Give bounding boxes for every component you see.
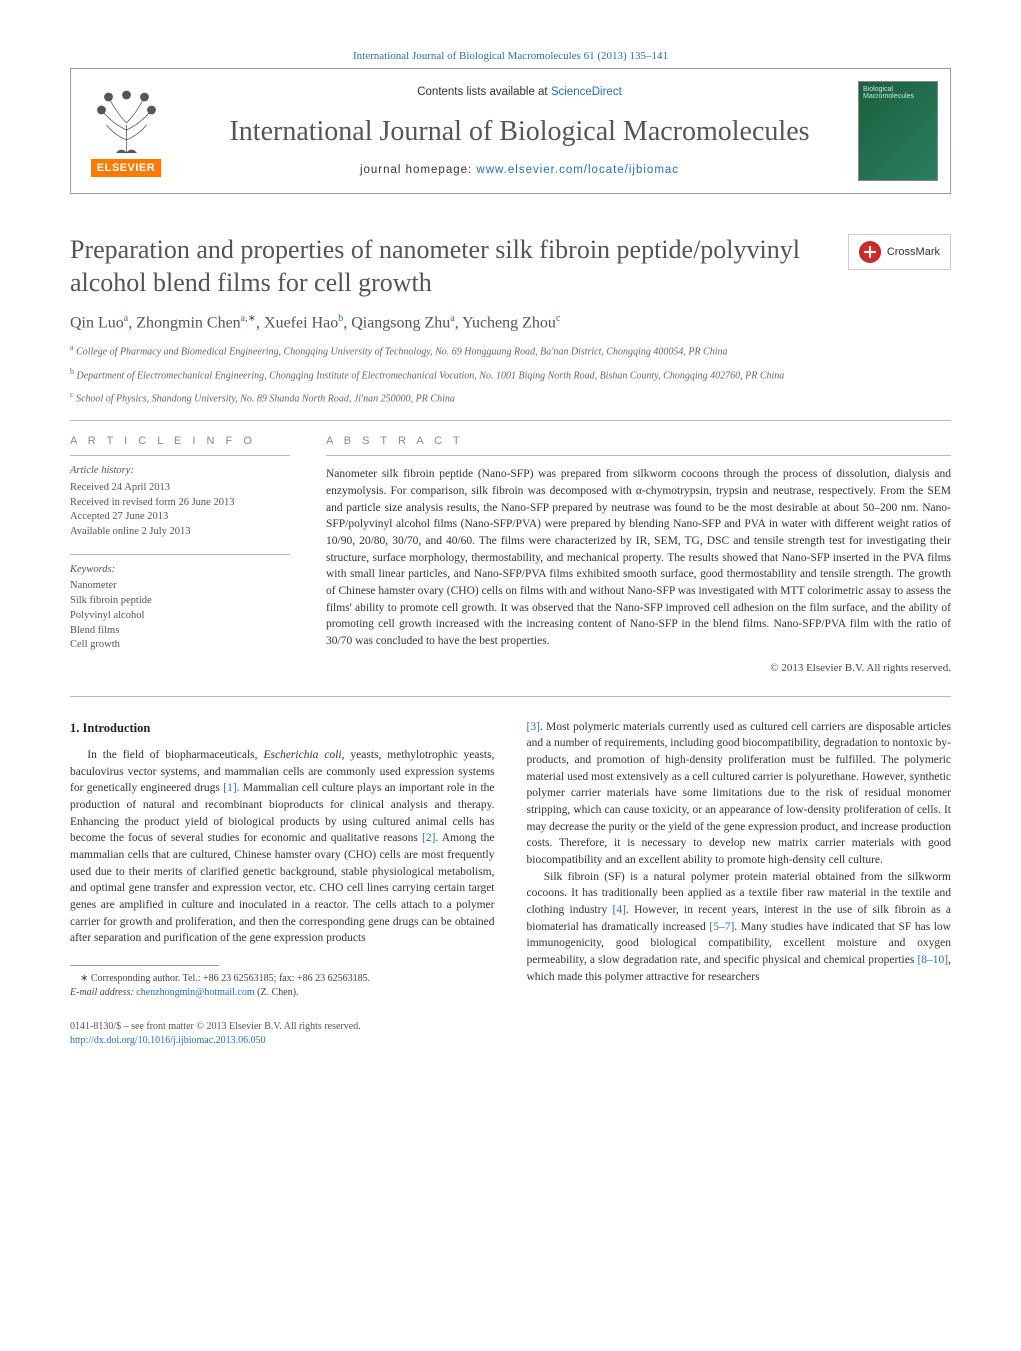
journal-cover-thumb: Biological Macromolecules [858, 81, 938, 181]
article-info-col: A R T I C L E I N F O Article history: R… [70, 435, 290, 673]
sciencedirect-link[interactable]: ScienceDirect [551, 86, 622, 98]
page-bottom: 0141-8130/$ – see front matter © 2013 El… [70, 1020, 951, 1048]
body-paragraph: Silk fibroin (SF) is a natural polymer p… [527, 869, 952, 986]
corr-email-link[interactable]: chenzhongmin@hotmail.com [136, 987, 254, 998]
homepage-link[interactable]: www.elsevier.com/locate/ijbiomac [476, 164, 679, 176]
history-label: Article history: [70, 464, 290, 479]
email-suffix: (Z. Chen). [257, 987, 298, 998]
keywords-label: Keywords: [70, 563, 290, 578]
publisher-name: ELSEVIER [91, 159, 161, 177]
affiliation: b Department of Electromechanical Engine… [70, 366, 951, 383]
abstract-text: Nanometer silk fibroin peptide (Nano-SFP… [326, 466, 951, 649]
section-heading: 1. Introduction [70, 719, 495, 737]
body-paragraph: In the field of biopharmaceuticals, Esch… [70, 747, 495, 947]
article-info-heading: A R T I C L E I N F O [70, 435, 290, 447]
contents-line: Contents lists available at ScienceDirec… [201, 86, 838, 98]
email-label: E-mail address: [70, 987, 134, 998]
crossmark-label: CrossMark [887, 246, 940, 258]
affiliations-block: a College of Pharmacy and Biomedical Eng… [70, 342, 951, 406]
affiliation: a College of Pharmacy and Biomedical Eng… [70, 342, 951, 359]
keyword: Polyvinyl alcohol [70, 609, 290, 624]
history-line: Accepted 27 June 2013 [70, 510, 290, 525]
header-center: Contents lists available at ScienceDirec… [181, 86, 858, 176]
info-abstract-row: A R T I C L E I N F O Article history: R… [70, 435, 951, 673]
crossmark-badge[interactable]: CrossMark [848, 234, 951, 270]
contents-prefix: Contents lists available at [417, 86, 551, 98]
body-columns: 1. Introduction In the field of biopharm… [70, 719, 951, 1000]
keywords-block: Keywords: NanometerSilk fibroin peptideP… [70, 563, 290, 653]
affiliation: c School of Physics, Shandong University… [70, 389, 951, 406]
issn-line: 0141-8130/$ – see front matter © 2013 El… [70, 1020, 951, 1034]
history-line: Received 24 April 2013 [70, 481, 290, 496]
history-block: Article history: Received 24 April 2013R… [70, 464, 290, 539]
keyword: Nanometer [70, 579, 290, 594]
keyword: Blend films [70, 624, 290, 639]
footnote-separator [70, 965, 219, 966]
separator [70, 420, 951, 421]
title-row: Preparation and properties of nanometer … [70, 234, 951, 299]
cover-text: Biological Macromolecules [863, 86, 914, 100]
homepage-label: journal homepage: [360, 164, 476, 176]
article-title: Preparation and properties of nanometer … [70, 234, 848, 299]
journal-title: International Journal of Biological Macr… [201, 116, 838, 148]
corr-label: ∗ Corresponding author. Tel.: +86 23 625… [80, 973, 370, 984]
crossmark-icon [859, 241, 881, 263]
top-citation: International Journal of Biological Macr… [70, 50, 951, 62]
elsevier-tree-icon [84, 85, 169, 155]
keyword: Cell growth [70, 638, 290, 653]
history-line: Received in revised form 26 June 2013 [70, 496, 290, 511]
abstract-copyright: © 2013 Elsevier B.V. All rights reserved… [326, 662, 951, 674]
authors-line: Qin Luoa, Zhongmin Chena,∗, Xuefei Haob,… [70, 313, 951, 332]
abstract-heading: A B S T R A C T [326, 435, 951, 447]
doi-link[interactable]: http://dx.doi.org/10.1016/j.ijbiomac.201… [70, 1035, 266, 1046]
history-line: Available online 2 July 2013 [70, 525, 290, 540]
journal-header: ELSEVIER Contents lists available at Sci… [70, 68, 951, 194]
top-citation-link[interactable]: International Journal of Biological Macr… [353, 50, 668, 62]
publisher-logo: ELSEVIER [71, 85, 181, 177]
corresponding-footnote: ∗ Corresponding author. Tel.: +86 23 625… [70, 972, 495, 1000]
journal-homepage-line: journal homepage: www.elsevier.com/locat… [201, 164, 838, 176]
abstract-col: A B S T R A C T Nanometer silk fibroin p… [326, 435, 951, 673]
body-separator [70, 696, 951, 697]
body-paragraph: [3]. Most polymeric materials currently … [527, 719, 952, 869]
keyword: Silk fibroin peptide [70, 594, 290, 609]
